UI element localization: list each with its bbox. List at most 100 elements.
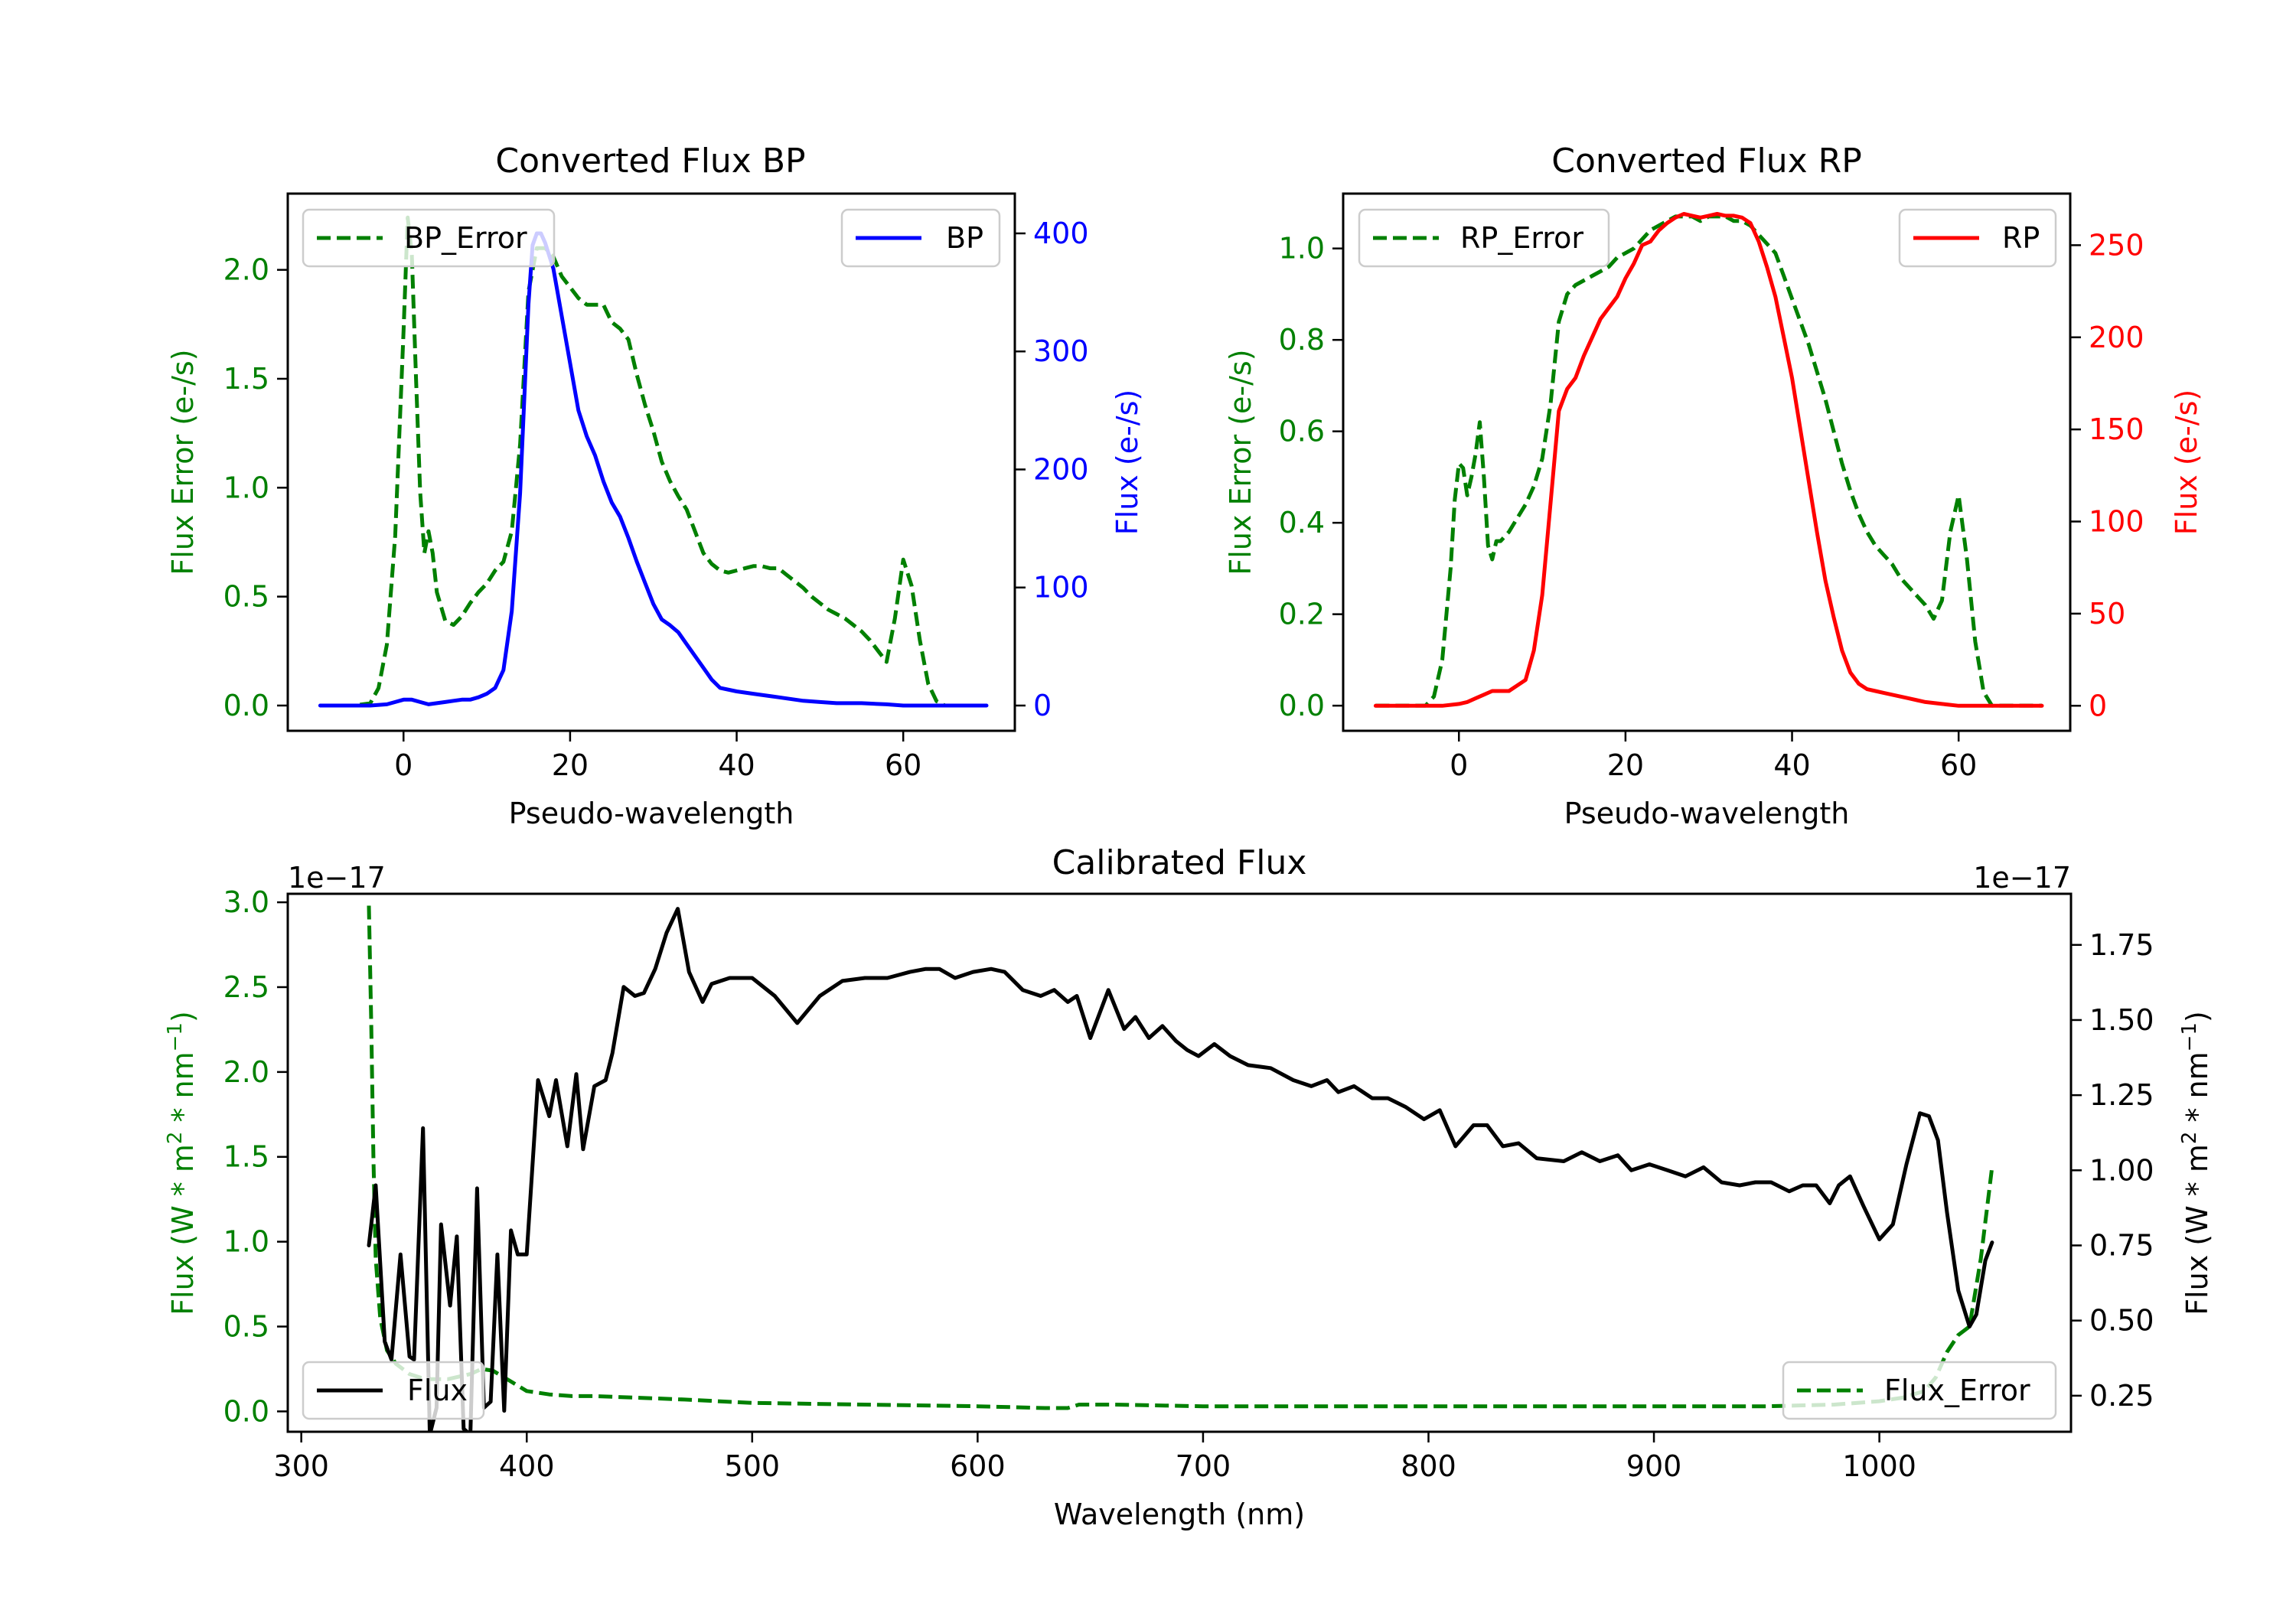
bp-x-tick-label: 60 [885, 748, 921, 782]
bp-y-right-tick-label: 100 [1033, 571, 1089, 605]
calibrated-x-tick-label: 400 [499, 1449, 555, 1483]
bp-y-left-tick-label: 1.5 [223, 362, 269, 396]
rp-y-left-tick-label: 1.0 [1279, 232, 1325, 266]
rp-legend-error-box [1358, 208, 1610, 268]
rp-series-rp-line [1373, 212, 2044, 708]
bp-y-right-tick-label: 300 [1033, 334, 1089, 368]
calibrated-x-label: Wavelength (nm) [1054, 1498, 1305, 1531]
bp-y-left-tick-label: 0.5 [223, 580, 269, 614]
bp-legend-error-label: BP_Error [404, 221, 527, 255]
rp-y-left-tick-label: 0.4 [1279, 506, 1325, 539]
calibrated-x-tick-label: 900 [1626, 1449, 1682, 1483]
bp-panel: Converted Flux BP 0 20 40 60 0.0 0.5 1.0 1.5 2.… [166, 142, 1144, 830]
bp-series-bp-error-line [320, 215, 987, 708]
calibrated-y-right-tick-label: 0.50 [2089, 1304, 2154, 1338]
bp-series-bp-line [318, 231, 989, 708]
bp-x-label: Pseudo-wavelength [509, 797, 794, 830]
calibrated-title: Calibrated Flux [1052, 843, 1307, 882]
calibrated-y-right-tick-label: 1.50 [2089, 1003, 2154, 1037]
bp-legend-flux: BP [840, 208, 1001, 268]
rp-axes-frame [1342, 192, 2072, 732]
bp-x-ticks: 0 20 40 60 [394, 731, 921, 782]
rp-y-left-tick-label: 0.6 [1279, 415, 1325, 448]
bp-x-tick-label: 0 [394, 748, 413, 782]
calibrated-y-right-tick-label: 1.75 [2089, 928, 2154, 962]
calibrated-legend-flux-label: Flux [407, 1374, 468, 1407]
calibrated-y-right-tick-label: 0.75 [2089, 1229, 2154, 1263]
bp-y-left-tick-label: 0.0 [223, 689, 269, 722]
calibrated-right-offset-label: 1e−17 [1973, 861, 2071, 895]
rp-panel: Converted Flux RP 0 20 40 60 0.00.20.40.60.… [1224, 142, 2203, 830]
calibrated-y-left-tick-label: 2.0 [223, 1055, 269, 1089]
rp-y-right-tick-label: 100 [2089, 505, 2144, 539]
rp-y-right-tick-label: 0 [2089, 689, 2107, 722]
calibrated-axes-frame [286, 892, 2073, 1433]
bp-y-right-label: Flux (e-/s) [1110, 390, 1144, 535]
calibrated-y-left-tick-label: 3.0 [223, 885, 269, 919]
rp-legend-error: RP_Error [1358, 208, 1610, 268]
bp-x-tick-label: 20 [552, 748, 589, 782]
rp-y-left-label: Flux Error (e-/s) [1224, 349, 1257, 575]
calibrated-y-left-label: Flux (W * m2 * nm−1) [164, 1011, 200, 1315]
bp-y-left-tick-label: 1.0 [223, 471, 269, 504]
calibrated-y-right-tick-label: 0.25 [2089, 1379, 2154, 1413]
calibrated-y-left-tick-label: 0.0 [223, 1394, 269, 1428]
bp-y-left-label: Flux Error (e-/s) [166, 349, 200, 575]
calibrated-y-left-tick-label: 2.5 [223, 970, 269, 1004]
rp-x-tick-label: 40 [1773, 748, 1810, 782]
calibrated-legend-flux-box [302, 1361, 485, 1420]
calibrated-x-tick-label: 1000 [1842, 1449, 1916, 1483]
calibrated-y-right-label: Flux (W * m2 * nm−1) [2178, 1011, 2214, 1315]
bp-y-left-ticks: 0.0 0.5 1.0 1.5 2.0 [223, 253, 288, 722]
rp-y-right-tick-label: 150 [2089, 412, 2144, 446]
calibrated-x-tick-label: 500 [725, 1449, 781, 1483]
bp-y-right-tick-label: 400 [1033, 217, 1089, 250]
calibrated-legend-error: Flux_Error [1782, 1361, 2057, 1420]
rp-y-right-tick-label: 50 [2089, 597, 2125, 631]
bp-y-left-tick-label: 2.0 [223, 253, 269, 287]
calibrated-y-left-tick-label: 0.5 [223, 1310, 269, 1344]
bp-y-right-ticks: 0 100 200 300 400 [1015, 217, 1089, 722]
rp-x-ticks: 0 20 40 60 [1450, 731, 1977, 782]
calibrated-y-right-tick-label: 1.25 [2089, 1078, 2154, 1112]
rp-y-right-ticks: 0 50 100 150 200 250 [2070, 228, 2144, 722]
calibrated-x-tick-label: 300 [273, 1449, 329, 1483]
rp-plot-lines [1373, 212, 2044, 708]
rp-x-tick-label: 60 [1940, 748, 1977, 782]
calibrated-left-offset-label: 1e−17 [288, 861, 386, 895]
calibrated-x-ticks: 300 400 500 600 700 800 900 1000 [273, 1432, 1916, 1483]
rp-y-left-tick-label: 0.8 [1279, 323, 1325, 357]
rp-x-tick-label: 0 [1450, 748, 1468, 782]
rp-legend-error-label: RP_Error [1460, 221, 1583, 255]
rp-y-right-tick-label: 250 [2089, 228, 2144, 262]
calibrated-x-tick-label: 600 [950, 1449, 1006, 1483]
rp-y-left-tick-label: 0.0 [1279, 689, 1325, 722]
calibrated-y-right-ticks: 0.25 0.50 0.75 1.00 1.25 1.50 1.75 [2071, 928, 2154, 1413]
calibrated-y-right-tick-label: 1.00 [2089, 1153, 2154, 1187]
bp-axes-frame [286, 192, 1016, 732]
rp-y-right-label: Flux (e-/s) [2170, 390, 2203, 535]
rp-y-left-ticks: 0.0 0.2 0.4 0.6 0.8 1.0 [1279, 232, 1343, 722]
calibrated-y-left-ticks: 0.0 0.5 1.0 1.5 2.0 2.5 3.0 [223, 885, 288, 1428]
calibrated-x-tick-label: 700 [1176, 1449, 1231, 1483]
calibrated-x-tick-label: 800 [1401, 1449, 1456, 1483]
rp-y-left-tick-label: 0.2 [1279, 598, 1325, 631]
bp-legend-error-box [302, 208, 556, 268]
calibrated-y-left-tick-label: 1.0 [223, 1225, 269, 1259]
bp-legend-error: BP_Error [302, 208, 556, 268]
bp-x-tick-label: 40 [718, 748, 755, 782]
bp-y-right-tick-label: 200 [1033, 452, 1089, 486]
rp-y-right-tick-label: 200 [2089, 321, 2144, 354]
calibrated-legend-flux: Flux [302, 1361, 485, 1420]
bp-y-right-tick-label: 0 [1033, 689, 1052, 722]
rp-title: Converted Flux RP [1551, 142, 1862, 181]
calibrated-panel: Calibrated Flux 1e−17 1e−17 300 400 500 600… [164, 843, 2214, 1531]
rp-legend-flux-label: RP [2002, 221, 2040, 255]
calibrated-y-left-tick-label: 1.5 [223, 1140, 269, 1174]
bp-legend-flux-label: BP [946, 221, 983, 255]
calibrated-legend-error-box [1782, 1361, 2057, 1420]
calibrated-series-flux-line [367, 907, 1994, 1432]
rp-legend-flux: RP [1898, 208, 2057, 268]
